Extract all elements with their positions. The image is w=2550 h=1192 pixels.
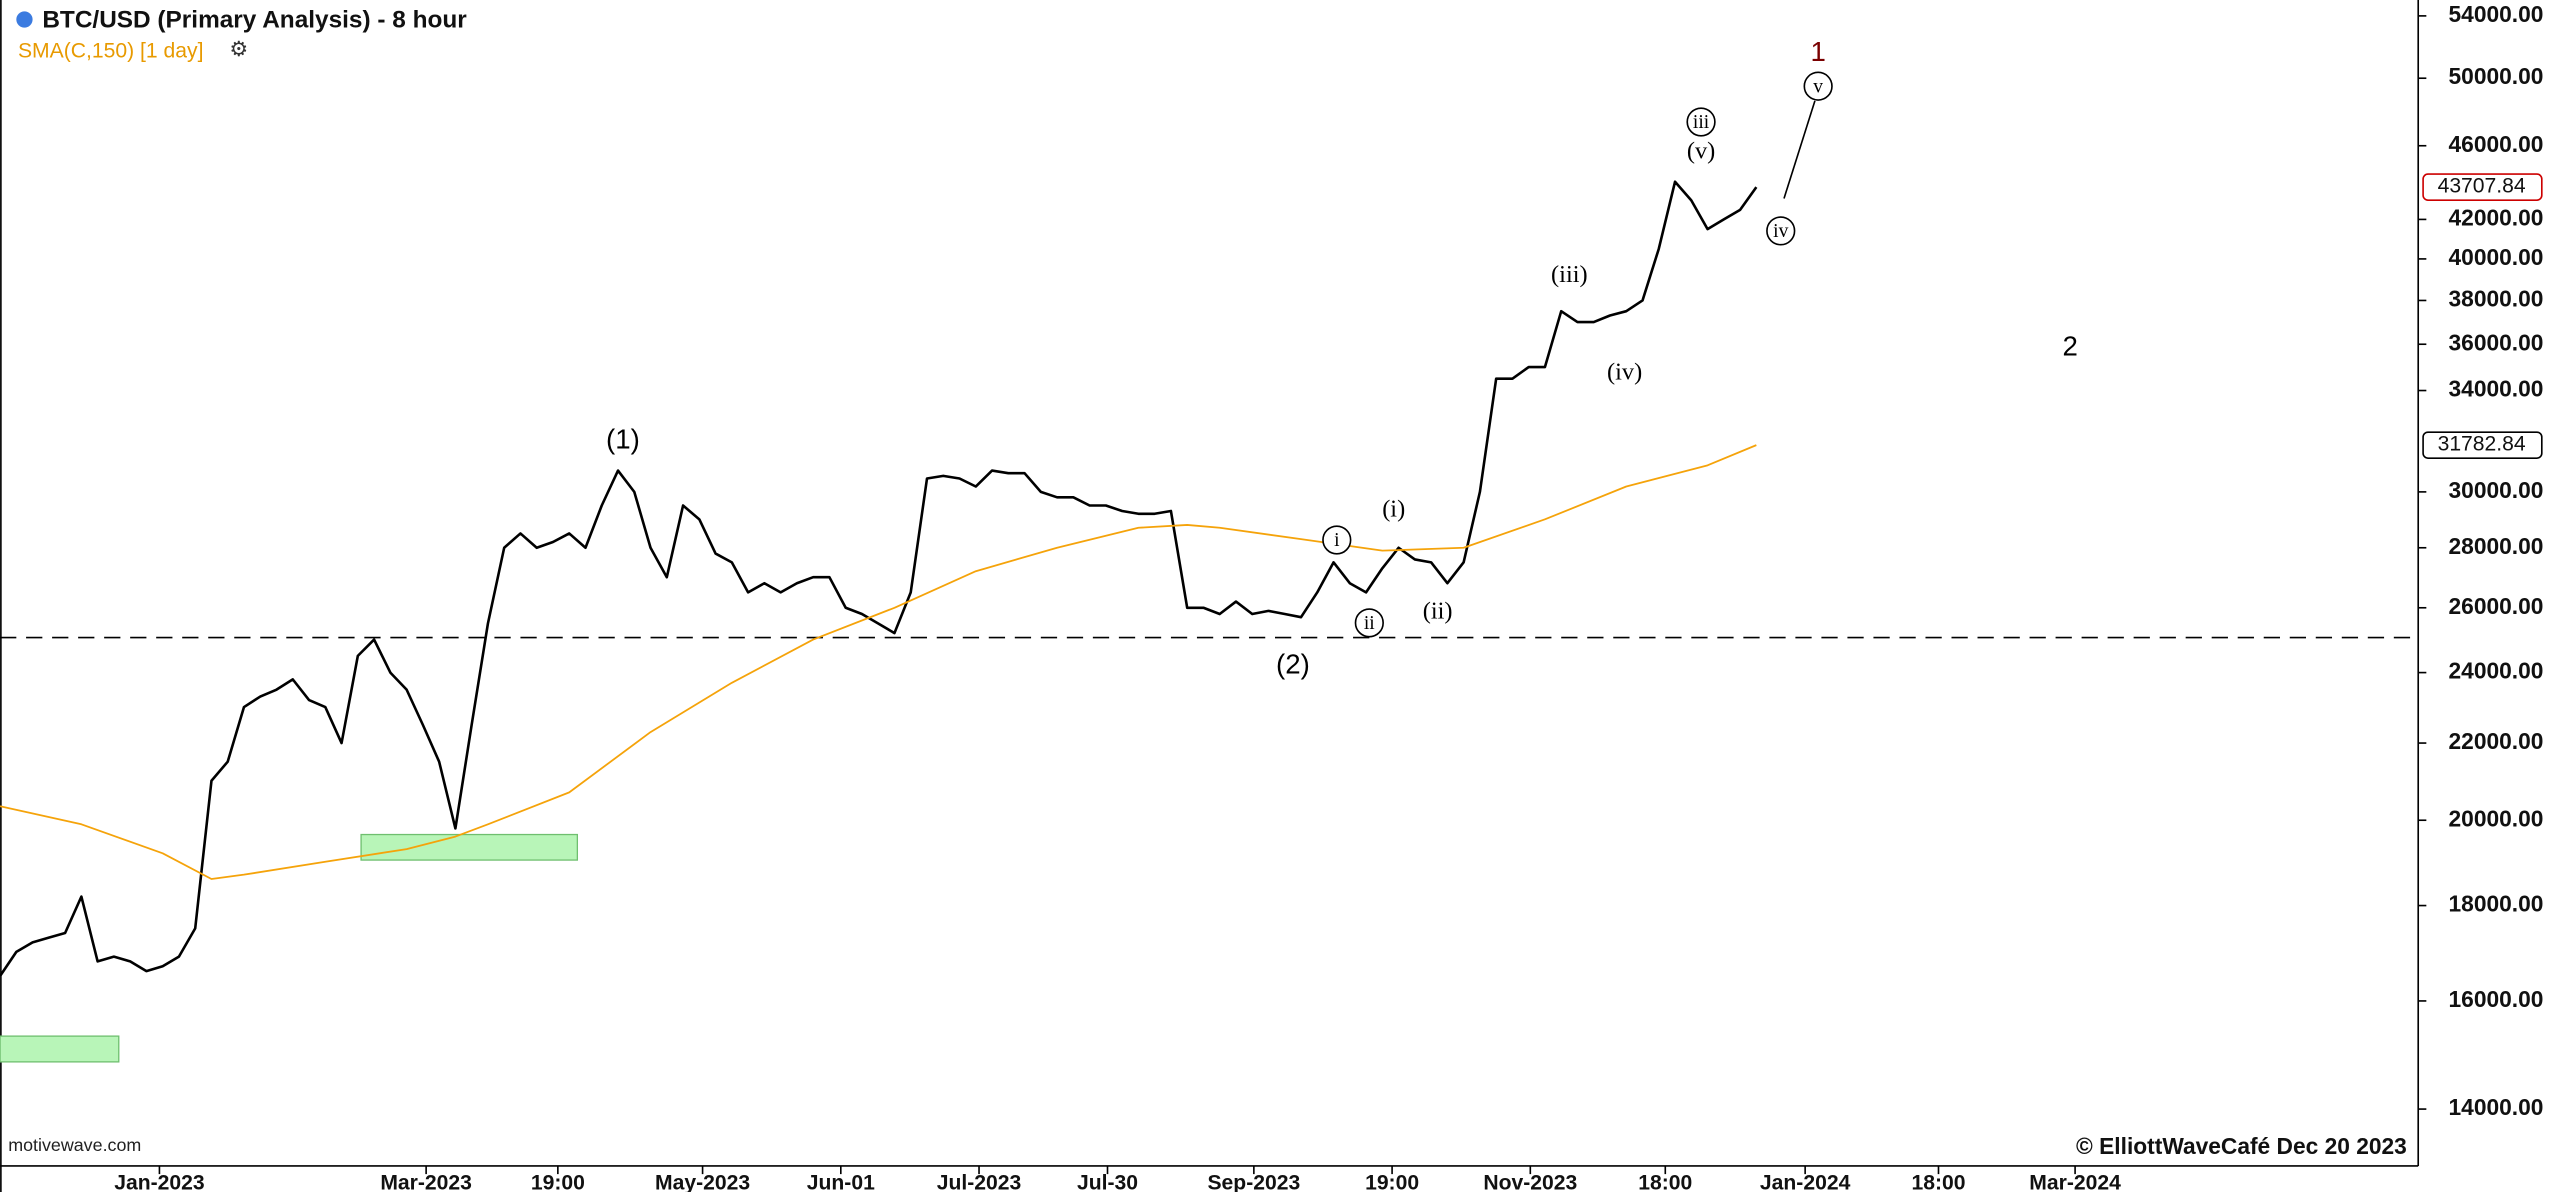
y-tick-label: 30000.00: [2449, 477, 2544, 503]
chart-title: BTC/USD (Primary Analysis) - 8 hour: [42, 7, 467, 34]
wave-label: (i): [1382, 495, 1405, 522]
y-tick-label: 50000.00: [2449, 63, 2544, 89]
wave-circle: [1354, 608, 1384, 638]
y-tick-label: 54000.00: [2449, 1, 2544, 27]
wave-label: (iv): [1607, 359, 1642, 386]
wave-label: 1: [1810, 36, 1825, 67]
x-tick-label: Nov-2023: [1483, 1171, 1577, 1192]
x-tick-label: Jul-30: [1077, 1171, 1138, 1192]
wave-circle: [1803, 71, 1833, 101]
y-tick-label: 46000.00: [2449, 131, 2544, 157]
price-box: [2422, 431, 2543, 459]
wave-label: (1): [606, 424, 640, 455]
y-tick-label: 26000.00: [2449, 593, 2544, 619]
settings-icon[interactable]: ⚙: [229, 38, 248, 61]
price-line: [0, 180, 1758, 977]
x-tick-label: Jun-01: [807, 1171, 875, 1192]
y-tick-label: 14000.00: [2449, 1094, 2544, 1120]
wave-label: 2: [2063, 330, 2078, 361]
x-tick-label: 18:00: [1638, 1171, 1692, 1192]
price-box-label: 43707.84: [2438, 175, 2526, 198]
wave-label: (iii): [1551, 261, 1588, 288]
x-tick-label: Mar-2024: [2029, 1171, 2121, 1192]
price-line: [0, 444, 1757, 880]
y-tick-label: 20000.00: [2449, 805, 2544, 831]
y-tick-label: 22000.00: [2449, 728, 2544, 754]
y-tick-label: 18000.00: [2449, 891, 2544, 917]
support-zone: [360, 833, 579, 861]
x-tick-label: Sep-2023: [1207, 1171, 1300, 1192]
wave-label: iii: [1693, 112, 1710, 133]
indicator-label: SMA(C,150) [1 day]: [18, 40, 204, 63]
y-tick-label: 40000.00: [2449, 244, 2544, 270]
x-tick-label: Jan-2023: [114, 1171, 204, 1192]
y-tick-label: 34000.00: [2449, 376, 2544, 402]
copyright: © ElliottWaveCafé Dec 20 2023: [2076, 1133, 2407, 1159]
price-box-label: 31782.84: [2438, 433, 2526, 456]
wave-label: (2): [1276, 648, 1310, 679]
x-tick-label: Jul-2023: [937, 1171, 1022, 1192]
x-tick-label: 18:00: [1911, 1171, 1965, 1192]
x-tick-label: 19:00: [531, 1171, 585, 1192]
wave-circle: [1686, 107, 1716, 137]
title-dot: [16, 11, 33, 28]
y-tick-label: 24000.00: [2449, 658, 2544, 684]
x-tick-label: 19:00: [1365, 1171, 1419, 1192]
x-tick-label: May-2023: [655, 1171, 750, 1192]
y-tick-label: 16000.00: [2449, 986, 2544, 1012]
wave-label: v: [1813, 76, 1823, 97]
y-tick-label: 36000.00: [2449, 329, 2544, 355]
wave-label: ii: [1364, 613, 1375, 634]
wave-label: i: [1334, 530, 1340, 551]
wave-label: (ii): [1423, 597, 1453, 624]
price-box: [2422, 173, 2543, 201]
y-tick-label: 38000.00: [2449, 285, 2544, 311]
x-tick-label: Mar-2023: [380, 1171, 472, 1192]
wave-label: (v): [1687, 137, 1715, 164]
wave-circle: [1766, 216, 1796, 246]
support-zone: [0, 1035, 120, 1063]
y-tick-label: 42000.00: [2449, 204, 2544, 230]
y-tick-label: 28000.00: [2449, 533, 2544, 559]
wave-circle: [1322, 525, 1352, 555]
watermark: motivewave.com: [8, 1135, 141, 1155]
x-tick-label: Jan-2024: [1760, 1171, 1851, 1192]
wave-label: iv: [1773, 221, 1788, 242]
